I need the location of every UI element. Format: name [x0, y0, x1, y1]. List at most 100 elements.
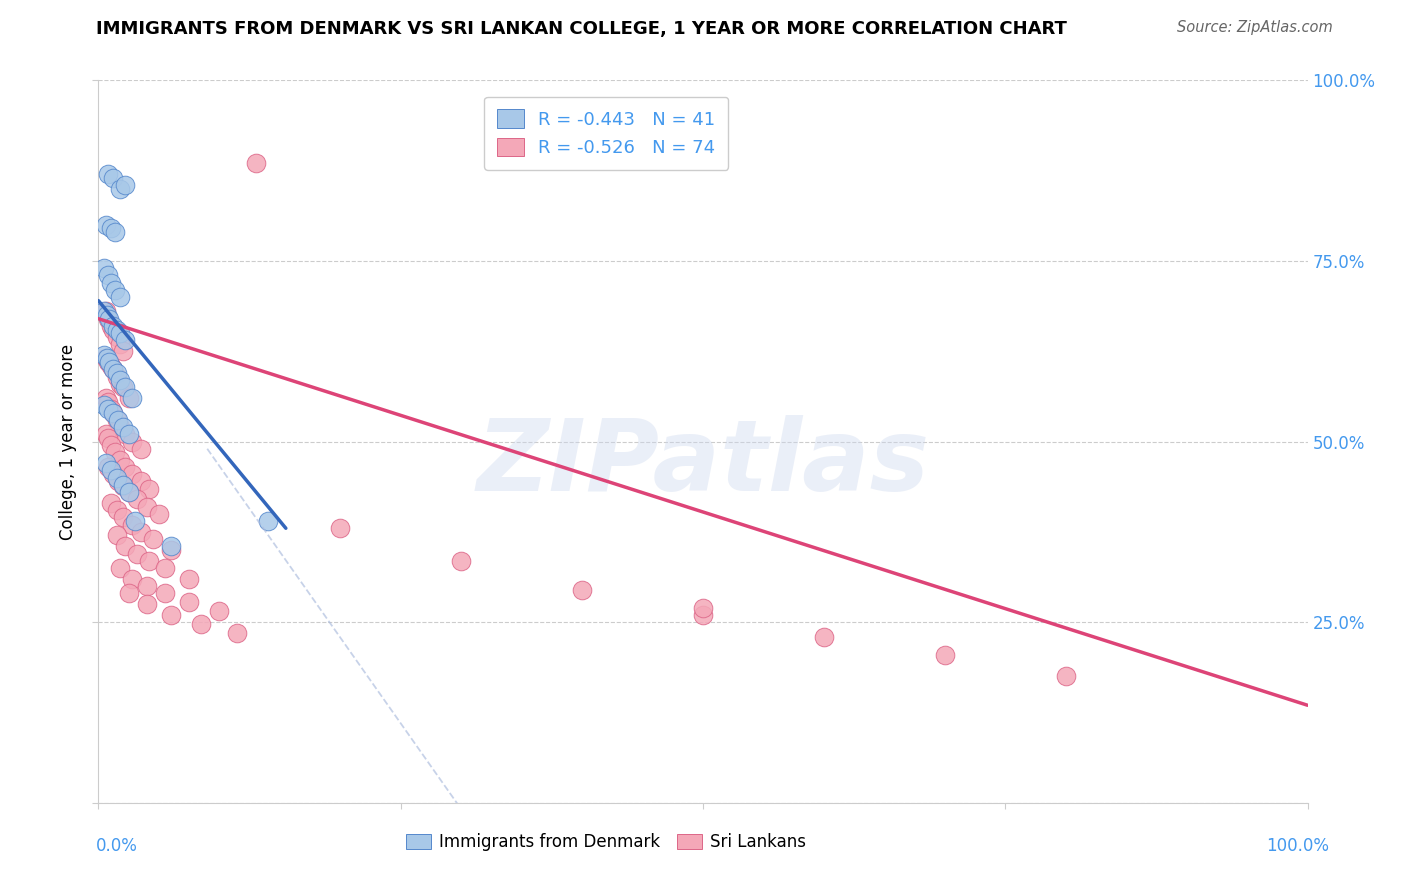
Point: [108, 182, 131, 196]
Point: [100, 318, 122, 333]
Point: [226, 626, 249, 640]
Point: [100, 463, 122, 477]
Point: [208, 604, 231, 618]
Point: [94, 456, 117, 470]
Point: [129, 524, 152, 539]
Point: [118, 391, 141, 405]
Text: Source: ZipAtlas.com: Source: ZipAtlas.com: [1177, 20, 1333, 35]
Point: [108, 561, 131, 575]
Point: [107, 475, 129, 489]
Point: [108, 420, 131, 434]
Point: [142, 532, 165, 546]
Point: [127, 492, 149, 507]
Point: [107, 413, 129, 427]
Point: [97, 431, 120, 445]
Point: [111, 344, 134, 359]
Point: [127, 547, 149, 561]
Point: [138, 554, 160, 568]
Point: [124, 514, 146, 528]
Point: [97, 402, 120, 417]
Point: [93, 304, 115, 318]
Point: [97, 167, 120, 181]
Point: [98, 355, 121, 369]
Point: [94, 391, 117, 405]
Point: [108, 337, 131, 351]
Point: [129, 442, 152, 456]
Point: [692, 600, 714, 615]
Point: [108, 326, 131, 340]
Point: [104, 225, 127, 239]
Point: [101, 406, 124, 420]
Point: [135, 500, 157, 514]
Point: [153, 586, 176, 600]
Point: [118, 485, 141, 500]
Point: [97, 394, 120, 409]
Point: [121, 391, 143, 405]
Point: [100, 438, 122, 452]
Point: [101, 406, 124, 420]
Text: IMMIGRANTS FROM DENMARK VS SRI LANKAN COLLEGE, 1 YEAR OR MORE CORRELATION CHART: IMMIGRANTS FROM DENMARK VS SRI LANKAN CO…: [96, 20, 1067, 37]
Point: [111, 510, 134, 524]
Point: [114, 334, 136, 348]
Point: [121, 434, 143, 449]
Point: [813, 630, 835, 644]
Point: [118, 586, 141, 600]
Point: [121, 467, 143, 481]
Text: 100.0%: 100.0%: [1265, 837, 1329, 855]
Point: [101, 362, 124, 376]
Point: [97, 311, 120, 326]
Point: [135, 579, 157, 593]
Point: [94, 351, 117, 366]
Point: [94, 427, 117, 442]
Point: [692, 607, 714, 622]
Point: [100, 402, 122, 417]
Point: [934, 648, 956, 662]
Point: [101, 467, 124, 481]
Point: [245, 156, 267, 170]
Point: [571, 582, 593, 597]
Point: [138, 482, 160, 496]
Point: [94, 304, 117, 318]
Y-axis label: College, 1 year or more: College, 1 year or more: [59, 343, 77, 540]
Point: [118, 427, 141, 442]
Point: [97, 268, 120, 283]
Point: [105, 413, 128, 427]
Point: [1054, 669, 1077, 683]
Point: [179, 572, 201, 586]
Point: [160, 607, 183, 622]
Point: [153, 561, 176, 575]
Point: [329, 521, 352, 535]
Point: [101, 362, 124, 376]
Point: [93, 398, 115, 412]
Point: [256, 514, 278, 528]
Point: [121, 517, 143, 532]
Point: [104, 283, 127, 297]
Point: [97, 355, 120, 369]
Point: [94, 218, 117, 232]
Point: [118, 485, 141, 500]
Point: [105, 330, 128, 344]
Point: [108, 373, 131, 387]
Point: [105, 369, 128, 384]
Text: ZIPatlas: ZIPatlas: [477, 415, 929, 512]
Point: [100, 221, 122, 235]
Point: [190, 616, 212, 631]
Point: [96, 308, 118, 322]
Point: [101, 318, 124, 333]
Point: [100, 496, 122, 510]
Point: [148, 507, 170, 521]
Point: [108, 376, 131, 391]
Point: [108, 290, 131, 304]
Point: [111, 380, 134, 394]
Point: [179, 595, 201, 609]
Point: [104, 445, 127, 459]
Point: [105, 470, 128, 484]
Point: [108, 452, 131, 467]
Point: [450, 554, 472, 568]
Point: [105, 528, 128, 542]
Point: [101, 170, 124, 185]
Point: [105, 503, 128, 517]
Point: [111, 479, 134, 493]
Point: [100, 359, 122, 373]
Point: [111, 420, 134, 434]
